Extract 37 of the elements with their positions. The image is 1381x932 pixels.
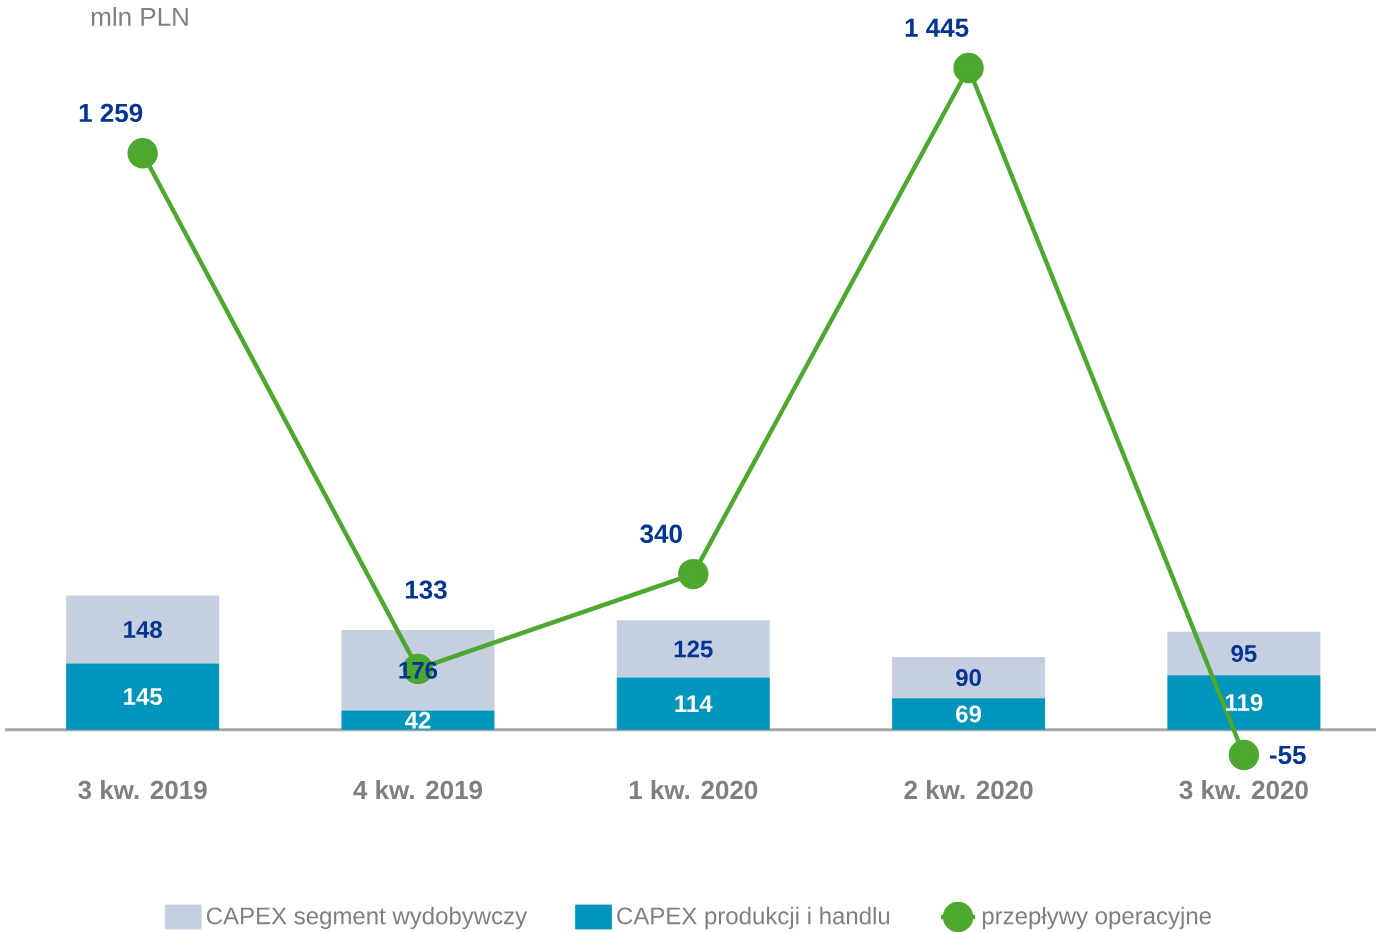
point (953, 52, 984, 84)
bar (66, 595, 220, 664)
legend-label: CAPEX segment wydobywczy (206, 906, 528, 930)
data-label: 125 (674, 640, 713, 658)
bar (616, 677, 770, 730)
point (127, 137, 158, 169)
bar (66, 663, 220, 730)
data-label: 119 (1226, 694, 1263, 712)
legend-label: przepływy operacyjne (982, 906, 1211, 930)
point (678, 558, 709, 590)
bar (1167, 631, 1321, 676)
point (1228, 739, 1260, 771)
x-tick-label: 4 kw. 2019 (353, 780, 483, 800)
data-label: 148 (124, 621, 162, 638)
data-label: 95 (1231, 645, 1257, 663)
legend-label: CAPEX produkcji i handlu (617, 906, 890, 930)
x-tick-label: 2 kw. 2020 (904, 780, 1033, 800)
bar (1167, 675, 1321, 730)
data-label: 42 (404, 711, 431, 729)
data-label: 90 (956, 669, 981, 687)
x-tick-label: 3 kw. 2020 (1179, 780, 1308, 800)
data-label: 133 (405, 580, 447, 599)
data-label: 1 259 (79, 103, 143, 123)
y-axis-title: mln PLN (91, 6, 188, 26)
bar (892, 698, 1046, 730)
data-label: 69 (956, 705, 982, 723)
data-label: 114 (675, 695, 713, 712)
bar (341, 710, 495, 730)
data-label: 145 (124, 688, 162, 705)
data-label: 340 (640, 524, 682, 544)
data-label: 1 445 (905, 18, 969, 37)
data-label: -55 (1269, 745, 1306, 765)
x-tick-label: 3 kw. 2019 (78, 780, 207, 800)
bar (341, 629, 495, 711)
bar (892, 656, 1046, 699)
bar (616, 620, 770, 678)
x-tick-label: 1 kw. 2020 (629, 780, 758, 800)
